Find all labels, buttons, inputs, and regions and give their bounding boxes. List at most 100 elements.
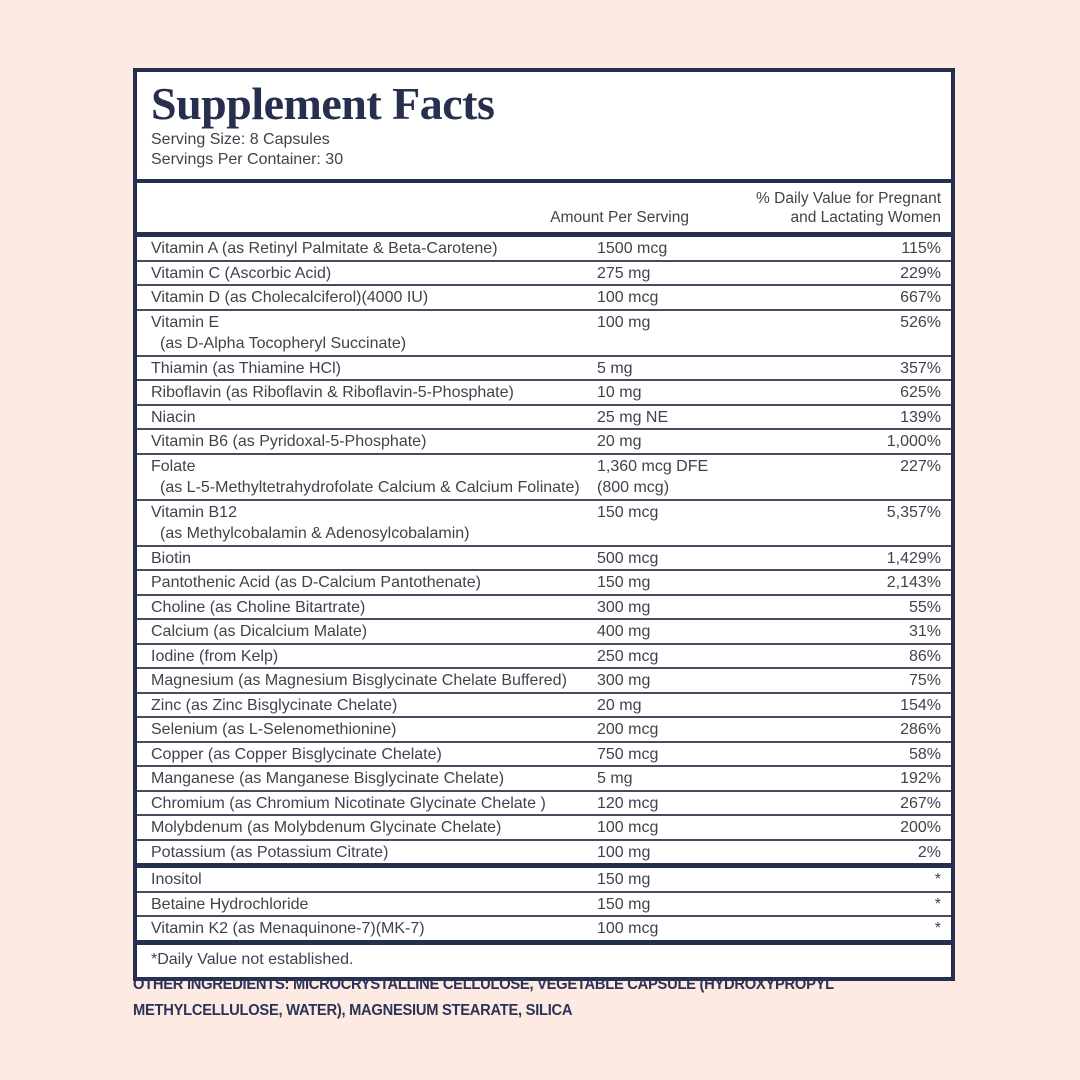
nutrient-dv: 192% (900, 770, 941, 787)
nutrient-row: Manganese (as Manganese Bisglycinate Che… (137, 767, 951, 792)
nutrient-amount: 100 mcg (597, 819, 659, 836)
column-headers: Amount Per Serving % Daily Value for Pre… (137, 183, 951, 237)
nutrient-row: Zinc (as Zinc Bisglycinate Chelate) 20 m… (137, 694, 951, 718)
nutrient-name: Betaine Hydrochloride (151, 895, 309, 913)
other-ingredients-text: MICROCRYSTALLINE CELLULOSE, VEGETABLE CA… (133, 976, 834, 1019)
nutrient-dv: 31% (908, 623, 941, 640)
nutrient-name: Vitamin B12 (as Methylcobalamin & Adenos… (151, 502, 597, 545)
servings-per-container: Servings Per Container: 30 (151, 151, 344, 168)
nutrient-row: Molybdenum (as Molybdenum Glycinate Chel… (137, 816, 951, 841)
panel-header: Supplement Facts Serving Size: 8 Capsule… (137, 72, 951, 183)
nutrient-row: Vitamin E (as D-Alpha Tocopheryl Succina… (137, 311, 951, 357)
nutrient-amount: 120 mcg (597, 794, 659, 812)
column-header-daily-value-line2: and Lactating Women (790, 209, 941, 226)
nutrient-amount: 5 mg (597, 359, 633, 377)
nutrient-row: Iodine (from Kelp) 250 mcg 86% (137, 645, 951, 669)
other-ingredients: OTHER INGREDIENTS: MICROCRYSTALLINE CELL… (133, 972, 961, 1024)
nutrient-name: Potassium (as Potassium Citrate) (151, 843, 389, 861)
nutrient-amount: 20 mg (597, 433, 642, 450)
nutrient-name: Biotin (151, 549, 192, 567)
nutrient-amount: 400 mg (597, 623, 651, 640)
nutrient-amount: 250 mcg (597, 647, 659, 665)
nutrient-amount: 100 mcg (597, 289, 659, 306)
nutrient-amount: 200 mcg (597, 721, 659, 738)
nutrient-dv: 1,000% (886, 433, 941, 450)
nutrient-name-line1: Folate (151, 457, 196, 475)
nutrient-name: Molybdenum (as Molybdenum Glycinate Chel… (151, 819, 502, 836)
nutrient-dv: 286% (900, 721, 941, 738)
nutrient-amount: 25 mg NE (597, 408, 669, 426)
nutrient-amount: 300 mg (597, 672, 651, 689)
nutrient-dv: 5,357% (886, 503, 941, 521)
nutrient-name-line2: (as Methylcobalamin & Adenosylcobalamin) (160, 525, 470, 542)
nutrient-row: Vitamin A (as Retinyl Palmitate & Beta-C… (137, 237, 951, 262)
nutrient-row: Pantothenic Acid (as D-Calcium Pantothen… (137, 571, 951, 596)
nutrient-amount: 300 mg (597, 598, 651, 616)
nutrient-row: Niacin 25 mg NE 139% (137, 406, 951, 430)
nutrient-amount: 275 mg (597, 264, 651, 282)
nutrient-row: Vitamin B6 (as Pyridoxal-5-Phosphate) 20… (137, 430, 951, 455)
nutrient-dv: 267% (900, 794, 941, 812)
nutrient-row: Copper (as Copper Bisglycinate Chelate) … (137, 743, 951, 767)
nutrient-name: Riboflavin (as Riboflavin & Riboflavin-5… (151, 384, 514, 401)
nutrient-row: Biotin 500 mcg 1,429% (137, 547, 951, 571)
nutrient-name: Vitamin C (Ascorbic Acid) (151, 264, 332, 282)
nutrient-amount: 500 mcg (597, 549, 659, 567)
nutrient-amount: 150 mg (597, 574, 651, 591)
section-divider (137, 939, 951, 945)
nutrient-name: Vitamin E (as D-Alpha Tocopheryl Succina… (151, 312, 597, 355)
nutrient-dv: * (934, 895, 941, 913)
nutrient-amount: 100 mcg (597, 920, 659, 937)
nutrient-name: Choline (as Choline Bitartrate) (151, 598, 366, 616)
nutrient-row: Selenium (as L-Selenomethionine) 200 mcg… (137, 718, 951, 743)
nutrient-name: Niacin (151, 408, 196, 426)
nutrient-row: Vitamin D (as Cholecalciferol)(4000 IU) … (137, 286, 951, 311)
nutrient-row: Chromium (as Chromium Nicotinate Glycina… (137, 792, 951, 816)
nutrient-table-section-2: Inositol 150 mg * Betaine Hydrochloride … (137, 868, 951, 940)
nutrient-dv: 1,429% (886, 549, 941, 567)
nutrient-dv: 625% (900, 384, 941, 401)
nutrient-row: Vitamin B12 (as Methylcobalamin & Adenos… (137, 501, 951, 547)
nutrient-amount: 5 mg (597, 770, 633, 787)
nutrient-dv: 526% (900, 313, 941, 331)
nutrient-dv: * (934, 920, 941, 937)
column-header-amount: Amount Per Serving (550, 209, 689, 226)
nutrient-dv: 667% (900, 289, 941, 306)
nutrient-name: Inositol (151, 871, 202, 888)
nutrient-row: Betaine Hydrochloride 150 mg * (137, 893, 951, 917)
daily-value-footnote: *Daily Value not established. (151, 950, 354, 968)
nutrient-amount: 150 mcg (597, 503, 659, 521)
nutrient-name: Manganese (as Manganese Bisglycinate Che… (151, 770, 505, 787)
nutrient-name: Calcium (as Dicalcium Malate) (151, 623, 368, 640)
nutrient-dv: 229% (900, 264, 941, 282)
nutrient-amount-line2: (800 mcg) (597, 479, 670, 496)
nutrient-dv: 227% (900, 457, 941, 475)
nutrient-dv: 2,143% (886, 574, 941, 591)
nutrient-name-line1: Vitamin B12 (151, 503, 237, 521)
nutrient-row: Thiamin (as Thiamine HCl) 5 mg 357% (137, 357, 951, 381)
nutrient-name: Pantothenic Acid (as D-Calcium Pantothen… (151, 574, 481, 591)
nutrient-dv: 2% (917, 843, 941, 861)
nutrient-name: Magnesium (as Magnesium Bisglycinate Che… (151, 672, 567, 689)
other-ingredients-label: OTHER INGREDIENTS: (133, 976, 290, 993)
nutrient-table-section-1: Vitamin A (as Retinyl Palmitate & Beta-C… (137, 237, 951, 863)
nutrient-amount: 100 mg (597, 843, 651, 861)
nutrient-row: Folate (as L-5-Methyltetrahydrofolate Ca… (137, 455, 951, 501)
nutrient-row: Riboflavin (as Riboflavin & Riboflavin-5… (137, 381, 951, 406)
nutrient-name: Iodine (from Kelp) (151, 647, 279, 665)
nutrient-dv: 86% (908, 647, 941, 665)
nutrient-amount: 1,360 mcg DFE (800 mcg) (597, 456, 797, 499)
nutrient-name: Selenium (as L-Selenomethionine) (151, 721, 397, 738)
nutrient-name: Copper (as Copper Bisglycinate Chelate) (151, 745, 442, 763)
nutrient-dv: 115% (901, 240, 941, 257)
nutrient-row: Calcium (as Dicalcium Malate) 400 mg 31% (137, 620, 951, 645)
nutrient-row: Vitamin K2 (as Menaquinone-7)(MK-7) 100 … (137, 917, 951, 940)
nutrient-dv: 58% (908, 745, 941, 763)
nutrient-name: Vitamin K2 (as Menaquinone-7)(MK-7) (151, 920, 425, 937)
nutrient-name: Zinc (as Zinc Bisglycinate Chelate) (151, 696, 398, 714)
nutrient-dv: * (934, 871, 941, 888)
supplement-facts-panel: Supplement Facts Serving Size: 8 Capsule… (133, 68, 955, 981)
nutrient-dv: 55% (908, 598, 941, 616)
nutrient-amount: 750 mcg (597, 745, 659, 763)
